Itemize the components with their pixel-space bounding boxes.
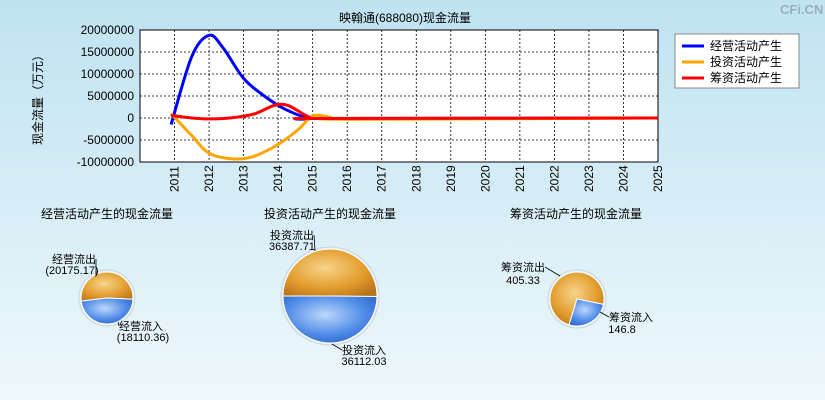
pie-slice-value: 405.33 <box>506 275 540 287</box>
pie-slice-label: 筹资流出 <box>501 260 545 274</box>
pie-leader-line <box>313 234 316 252</box>
pie-financing-title: 筹资活动产生的现金流量 <box>510 206 642 221</box>
x-tick-label: 2017 <box>375 165 389 192</box>
x-tick-label: 2019 <box>444 165 458 192</box>
watermark-text: CFi.CN <box>780 2 823 17</box>
line-chart-title: 映翰通(688080)现金流量 <box>339 10 471 25</box>
y-tick-label: -10000000 <box>77 155 135 169</box>
pie-slice-value: (20175.17) <box>45 265 98 277</box>
y-axis-label: 现金流量（万元） <box>30 49 45 145</box>
pie-leader-line <box>599 311 610 318</box>
y-axis-ticks: 20000000 15000000 10000000 5000000 0 -5000000… <box>77 23 135 169</box>
pie-slice-0 <box>282 248 378 298</box>
pie-slice-value: (18110.36) <box>117 332 169 344</box>
y-tick-label: 20000000 <box>81 23 135 37</box>
series-lines <box>169 33 659 161</box>
pie-slice-0 <box>549 271 605 326</box>
pie-slice-1 <box>80 297 134 325</box>
pie-slice-0 <box>80 271 134 302</box>
x-tick-label: 2025 <box>651 165 665 192</box>
legend-entry: 筹资活动产生 <box>710 71 782 85</box>
pie-slice-label: 经营流出 <box>52 252 96 266</box>
line-chart: 映翰通(688080)现金流量 现金流量（万元） 20000000 1500000… <box>30 10 800 192</box>
pie-slice-value: 146.8 <box>608 324 636 336</box>
pie-investing-title: 投资活动产生的现金流量 <box>264 206 396 221</box>
x-tick-label: 2023 <box>582 165 596 192</box>
pie-operating-title: 经营活动产生的现金流量 <box>41 206 173 221</box>
pie-leader-line <box>544 266 561 277</box>
x-tick-label: 2013 <box>237 165 251 192</box>
pie-slice-label: 筹资流入 <box>609 310 653 324</box>
pie-slice-label: 投资流出 <box>270 228 314 242</box>
pie-operating: 经营活动产生的现金流量 经营流出(20175.17) 经营流入(18110.36) <box>41 206 173 344</box>
pie-leader-line <box>331 343 343 351</box>
x-tick-label: 2021 <box>513 165 527 192</box>
x-tick-label: 2022 <box>547 165 561 192</box>
series-line-2 <box>170 102 659 121</box>
grid-lines <box>140 29 659 163</box>
x-axis-ticks: 2011 2012 2013 2014 2015 2016 2017 2018 2019 2020… <box>168 165 665 192</box>
pie-slice-value: 36112.03 <box>341 356 386 368</box>
pie-slice-value: 36387.71 <box>269 241 315 253</box>
legend-entry: 投资活动产生 <box>710 54 782 69</box>
x-tick-label: 2018 <box>409 165 423 192</box>
x-tick-label: 2015 <box>306 165 320 192</box>
y-tick-label: 5000000 <box>87 89 134 103</box>
x-tick-label: 2014 <box>271 165 285 192</box>
y-tick-label: -5000000 <box>83 133 134 147</box>
x-tick-label: 2016 <box>340 165 354 192</box>
y-tick-label: 0 <box>127 111 134 125</box>
y-tick-label: 10000000 <box>81 67 135 81</box>
x-tick-label: 2012 <box>202 165 216 192</box>
pie-slice-label: 经营流入 <box>119 319 163 333</box>
x-tick-label: 2011 <box>168 166 182 192</box>
x-tick-label: 2020 <box>478 165 492 192</box>
pie-slice-1 <box>282 295 378 344</box>
legend-entry: 经营活动产生 <box>710 39 782 53</box>
y-tick-label: 15000000 <box>81 45 135 59</box>
pie-leader-line <box>117 321 120 327</box>
pie-slice-label: 投资流入 <box>342 343 386 357</box>
x-tick-label: 2024 <box>616 165 630 192</box>
pie-slice-1 <box>568 298 605 327</box>
